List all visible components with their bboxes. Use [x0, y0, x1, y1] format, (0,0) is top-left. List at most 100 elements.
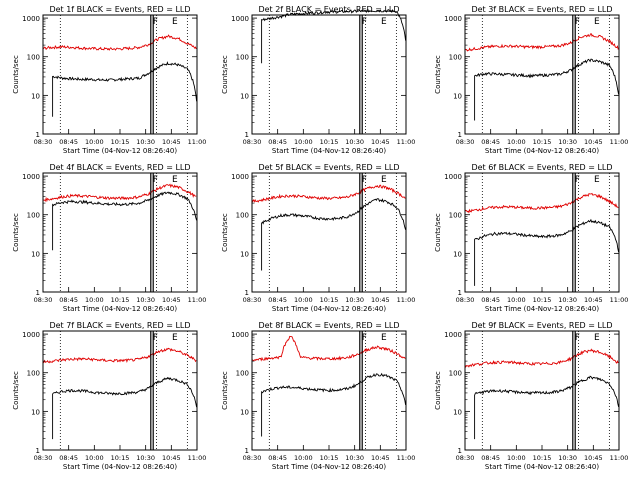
y-tick-label: 1: [245, 447, 249, 455]
x-tick-label: 10:30: [345, 296, 364, 304]
x-tick-label: 10:45: [371, 296, 390, 304]
x-tick-label: 11:00: [188, 454, 207, 462]
x-tick-label: 08:30: [456, 454, 475, 462]
x-tick-label: 10:15: [111, 454, 130, 462]
y-axis-label: Counts/sec: [434, 55, 442, 94]
x-axis-label: Start Time (04-Nov-12 08:26:40): [485, 305, 599, 313]
x-axis-label: Start Time (04-Nov-12 08:26:40): [63, 463, 177, 471]
y-tick-label: 1000: [22, 331, 40, 339]
y-tick-label: 100: [27, 212, 40, 220]
y-tick-label: 1: [36, 289, 40, 297]
y-tick-label: 100: [449, 54, 462, 62]
x-tick-label: 10:15: [320, 138, 339, 146]
x-tick-label: 08:45: [481, 296, 500, 304]
y-axis-label: Counts/sec: [221, 213, 229, 252]
x-tick-label: 10:45: [162, 296, 181, 304]
y-tick-label: 10: [453, 250, 462, 258]
chart-title: Det 4f BLACK = Events, RED = LLD: [49, 163, 190, 172]
marker-label-e: E: [381, 17, 387, 27]
y-axis-label: Counts/sec: [434, 371, 442, 410]
x-tick-label: 08:30: [243, 138, 262, 146]
y-tick-label: 100: [236, 212, 249, 220]
marker-label-f: F: [362, 175, 367, 185]
plot-frame: [42, 172, 198, 293]
x-tick-label: 10:15: [533, 454, 552, 462]
chart-title: Det 9f BLACK = Events, RED = LLD: [471, 321, 612, 330]
y-tick-label: 100: [27, 54, 40, 62]
x-axis-label: Start Time (04-Nov-12 08:26:40): [63, 147, 177, 155]
y-tick-label: 10: [240, 408, 249, 416]
chart-panel-5: Det 5f BLACK = Events, RED = LLD F E 1 10 100…: [221, 163, 415, 313]
y-tick-label: 10: [31, 408, 40, 416]
x-tick-label: 10:45: [162, 454, 181, 462]
x-tick-label: 08:30: [456, 296, 475, 304]
series-line-lld: [251, 184, 406, 203]
x-tick-label: 11:00: [397, 454, 416, 462]
x-tick-label: 11:00: [397, 296, 416, 304]
x-axis-label: Start Time (04-Nov-12 08:26:40): [485, 147, 599, 155]
y-tick-label: 1000: [444, 15, 462, 23]
plot-frame: [464, 172, 620, 293]
x-tick-label: 10:00: [507, 138, 526, 146]
marker-label-e: E: [172, 333, 178, 343]
y-tick-label: 100: [236, 370, 249, 378]
y-tick-label: 1: [458, 289, 462, 297]
y-tick-label: 100: [27, 370, 40, 378]
y-tick-label: 10: [453, 92, 462, 100]
chart-title: Det 5f BLACK = Events, RED = LLD: [258, 163, 399, 172]
marker-label-e: E: [594, 333, 600, 343]
y-axis-label: Counts/sec: [12, 213, 20, 252]
x-tick-label: 10:15: [320, 454, 339, 462]
chart-panel-1: Det 1f BLACK = Events, RED = LLD F E 1 10 100…: [12, 5, 206, 155]
plot-frame: [42, 14, 198, 135]
x-tick-label: 10:30: [136, 454, 155, 462]
y-tick-label: 1: [245, 131, 249, 139]
x-tick-label: 11:00: [610, 138, 629, 146]
x-tick-label: 10:30: [345, 454, 364, 462]
x-tick-label: 08:45: [59, 454, 78, 462]
series-line-events: [261, 198, 407, 271]
y-tick-label: 10: [240, 250, 249, 258]
chart-title: Det 8f BLACK = Events, RED = LLD: [258, 321, 399, 330]
y-tick-label: 1000: [22, 15, 40, 23]
x-tick-label: 10:30: [558, 138, 577, 146]
marker-label-f: F: [153, 17, 158, 27]
y-tick-label: 10: [31, 250, 40, 258]
series-line-lld: [464, 348, 619, 368]
x-tick-label: 10:45: [584, 138, 603, 146]
series-line-events: [474, 218, 620, 286]
marker-label-e: E: [172, 175, 178, 185]
x-tick-label: 10:00: [294, 296, 313, 304]
x-tick-label: 10:15: [320, 296, 339, 304]
x-tick-label: 11:00: [610, 454, 629, 462]
x-tick-label: 08:45: [59, 296, 78, 304]
series-line-events: [474, 375, 620, 440]
x-tick-label: 08:45: [481, 138, 500, 146]
x-tick-label: 11:00: [397, 138, 416, 146]
x-axis-label: Start Time (04-Nov-12 08:26:40): [272, 305, 386, 313]
chart-panel-7: Det 7f BLACK = Events, RED = LLD F E 1 10 100…: [12, 321, 206, 471]
x-tick-label: 08:30: [34, 296, 53, 304]
chart-panel-3: Det 3f BLACK = Events, RED = LLD F E 1 10 100…: [434, 5, 628, 155]
x-tick-label: 10:15: [111, 296, 130, 304]
y-tick-label: 100: [236, 54, 249, 62]
chart-title: Det 2f BLACK = Events, RED = LLD: [258, 5, 399, 14]
chart-panel-6: Det 6f BLACK = Events, RED = LLD F E 1 10 100…: [434, 163, 628, 313]
series-line-events: [52, 376, 198, 440]
marker-label-e: E: [381, 175, 387, 185]
x-tick-label: 10:00: [85, 296, 104, 304]
x-tick-label: 10:45: [584, 296, 603, 304]
x-tick-label: 10:00: [294, 454, 313, 462]
x-tick-label: 10:00: [294, 138, 313, 146]
plot-frame: [251, 330, 407, 451]
x-tick-label: 10:15: [111, 138, 130, 146]
x-tick-label: 08:45: [481, 454, 500, 462]
chart-title: Det 6f BLACK = Events, RED = LLD: [471, 163, 612, 172]
y-tick-label: 1000: [231, 173, 249, 181]
marker-label-f: F: [362, 17, 367, 27]
y-axis-label: Counts/sec: [12, 371, 20, 410]
y-axis-label: Counts/sec: [221, 55, 229, 94]
marker-label-e: E: [172, 17, 178, 27]
marker-label-f: F: [153, 175, 158, 185]
